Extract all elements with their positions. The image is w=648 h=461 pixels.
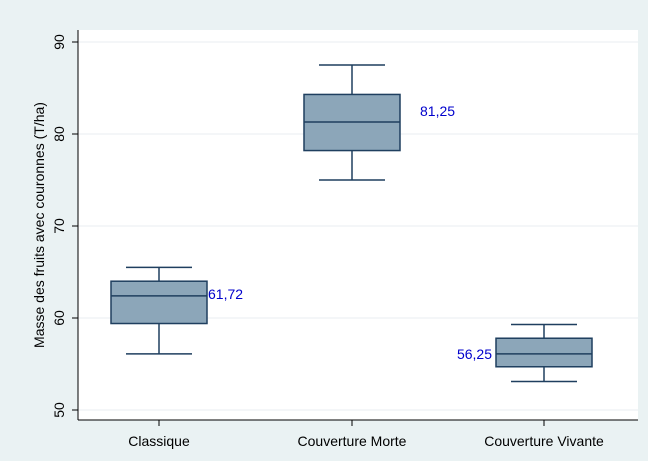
y-tick-label-50: 50 (51, 402, 67, 418)
gridlines (78, 41, 638, 411)
y-ticks: 50 60 70 80 90 (51, 34, 78, 418)
box-group-0: 61,72 (110, 266, 243, 355)
y-axis-label: Masse des fruits avec couronnes (T/ha) (31, 102, 47, 348)
box-0 (110, 280, 208, 325)
x-tick-label-2: Couverture Vivante (484, 433, 604, 449)
y-tick-label-60: 60 (51, 310, 67, 326)
box-group-2: 56,25 (457, 323, 593, 383)
x-tick-label-0: Classique (128, 433, 190, 449)
box-annotation-0: 61,72 (208, 286, 243, 302)
box-group-1: 81,25 (303, 64, 455, 181)
boxes: 61,72 81,25 56,25 (110, 64, 593, 383)
box-annotation-1: 81,25 (420, 103, 455, 119)
x-ticks: Classique Couverture Morte Couverture Viva… (128, 420, 604, 449)
y-tick-label-80: 80 (51, 126, 67, 142)
x-tick-label-1: Couverture Morte (298, 433, 407, 449)
y-tick-label-70: 70 (51, 218, 67, 234)
y-tick-label-90: 90 (51, 34, 67, 50)
box-annotation-2: 56,25 (457, 346, 492, 362)
box-2 (495, 337, 593, 368)
